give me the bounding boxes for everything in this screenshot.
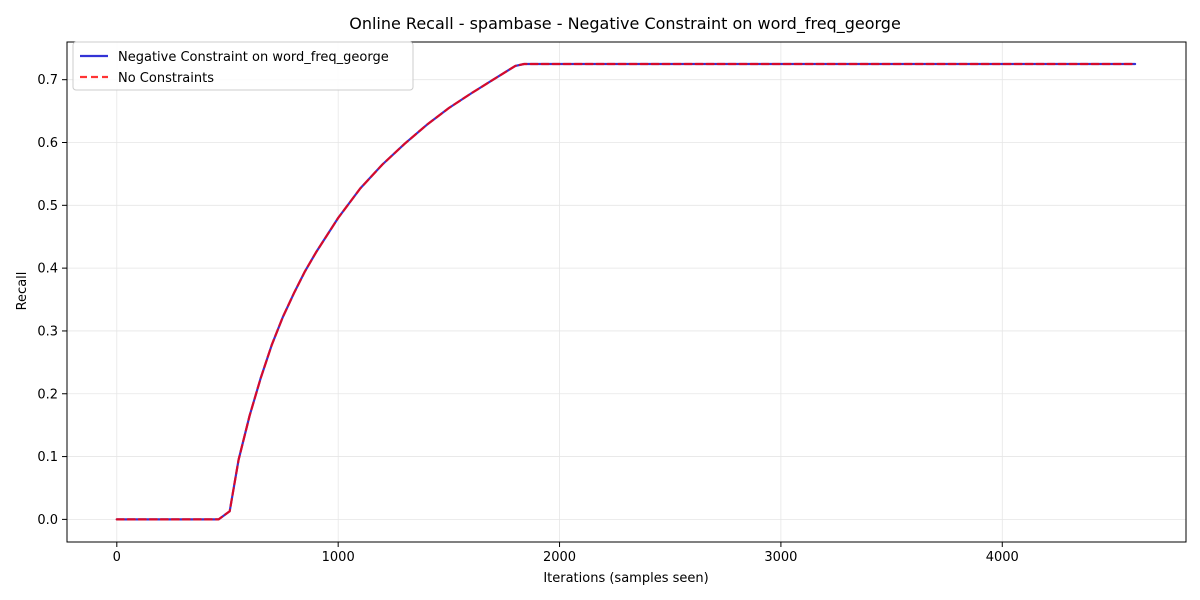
legend-box [72, 41, 414, 91]
x-tick-label: 2000 [543, 550, 576, 565]
x-tick-label: 0 [113, 550, 121, 565]
x-tick-label: 1000 [322, 550, 355, 565]
grid-layer [67, 42, 1186, 542]
chart-title: Online Recall - spambase - Negative Cons… [349, 14, 901, 34]
y-tick-label: 0.1 [37, 450, 58, 465]
series-line-1 [115, 62, 1137, 521]
y-tick-label: 0.0 [37, 513, 58, 528]
series-layer [115, 62, 1137, 521]
y-tick-label: 0.7 [37, 73, 58, 88]
y-tick-label: 0.4 [37, 262, 58, 277]
plot-frame [66, 41, 1187, 543]
x-tick-label: 4000 [986, 550, 1019, 565]
x-axis-label: Iterations (samples seen) [543, 571, 708, 586]
y-tick-label: 0.2 [37, 387, 58, 402]
y-tick-label: 0.5 [37, 199, 58, 214]
series-line-2 [115, 62, 1137, 521]
legend: Negative Constraint on word_freq_george N… [72, 41, 414, 91]
legend-label-1: Negative Constraint on word_freq_george [118, 50, 389, 65]
x-tick-label: 3000 [764, 550, 797, 565]
y-tick-label: 0.3 [37, 324, 58, 339]
legend-label-2: No Constraints [118, 71, 214, 86]
y-tick-label: 0.6 [37, 136, 58, 151]
tick-layer: 0 1000 2000 3000 4000 0.0 0.1 0.2 0.3 0.4 0.5 0.6 0.… [37, 73, 1019, 565]
y-axis-label: Recall [15, 272, 30, 311]
